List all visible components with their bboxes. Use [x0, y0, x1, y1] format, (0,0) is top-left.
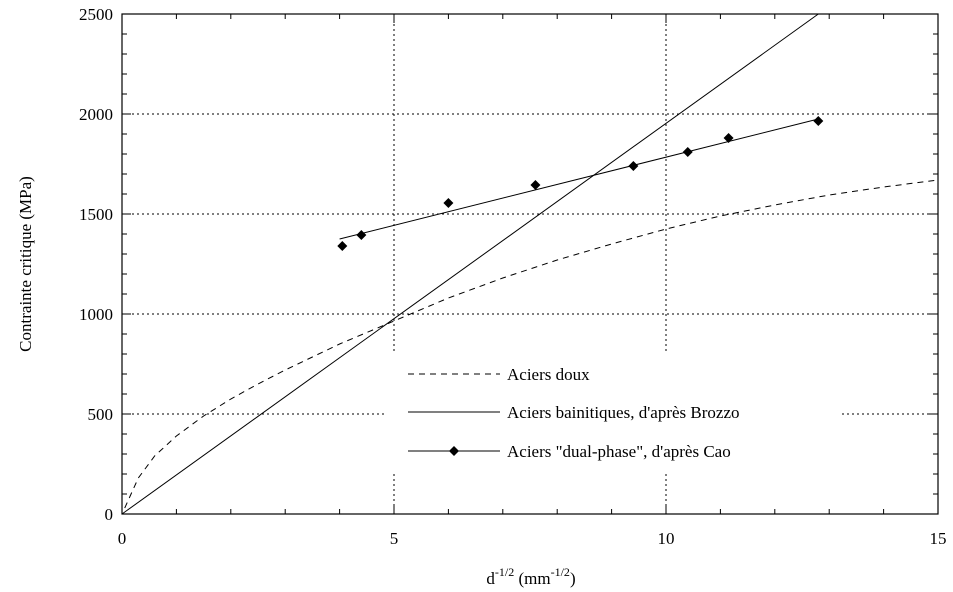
data-point-dual-phase-4: [628, 161, 639, 171]
legend: Aciers doux Aciers bainitiques, d'après …: [408, 365, 740, 461]
x-axis-label: d-1/2 (mm-1/2): [486, 565, 575, 588]
series-line-bainitiques: [121, 13, 819, 515]
series-layer: [121, 13, 939, 515]
data-point-dual-phase-5: [682, 147, 693, 157]
legend-label-dual-phase: Aciers "dual-phase", d'après Cao: [507, 442, 731, 461]
legend-label-aciers-doux: Aciers doux: [507, 365, 590, 384]
y-tick-label-1500: 1500: [79, 205, 113, 224]
data-point-dual-phase-2: [443, 198, 454, 208]
y-tick-label-2000: 2000: [79, 105, 113, 124]
x-axis-label-unit-close: ): [570, 569, 576, 588]
data-point-dual-phase-3: [530, 180, 541, 190]
y-tick-label-500: 500: [88, 405, 114, 424]
data-point-dual-phase-0: [337, 241, 348, 251]
x-axis-label-base: d: [486, 569, 495, 588]
series-fit-line-dual-phase: [339, 118, 819, 240]
x-axis-label-unit-exponent: -1/2: [551, 565, 570, 579]
series-line-aciers-doux: [124, 179, 939, 509]
axis-ticks: [121, 13, 939, 515]
x-axis-label-unit-open: (mm: [514, 569, 550, 588]
y-axis-label: Contrainte critique (MPa): [16, 176, 35, 352]
x-tick-label-10: 10: [658, 529, 675, 548]
legend-entry-dual-phase: Aciers "dual-phase", d'après Cao: [408, 442, 731, 461]
plot-frame: [121, 13, 939, 515]
y-tick-label-0: 0: [105, 505, 114, 524]
x-tick-label-5: 5: [390, 529, 399, 548]
legend-label-bainitiques: Aciers bainitiques, d'après Brozzo: [507, 403, 740, 422]
y-tick-label-2500: 2500: [79, 5, 113, 24]
data-point-dual-phase-1: [356, 230, 367, 240]
legend-entry-bainitiques: Aciers bainitiques, d'après Brozzo: [408, 403, 740, 422]
y-tick-label-1000: 1000: [79, 305, 113, 324]
x-tick-label-0: 0: [118, 529, 127, 548]
legend-diamond-marker: [449, 446, 459, 456]
x-tick-label-15: 15: [930, 529, 947, 548]
data-point-dual-phase-6: [723, 133, 734, 143]
tick-labels: 0 5 10 15 0 500 1000 1500 2000 2500: [79, 5, 947, 548]
x-axis-label-exponent: -1/2: [495, 565, 514, 579]
data-point-dual-phase-7: [813, 116, 824, 126]
legend-entry-aciers-doux: Aciers doux: [408, 365, 590, 384]
